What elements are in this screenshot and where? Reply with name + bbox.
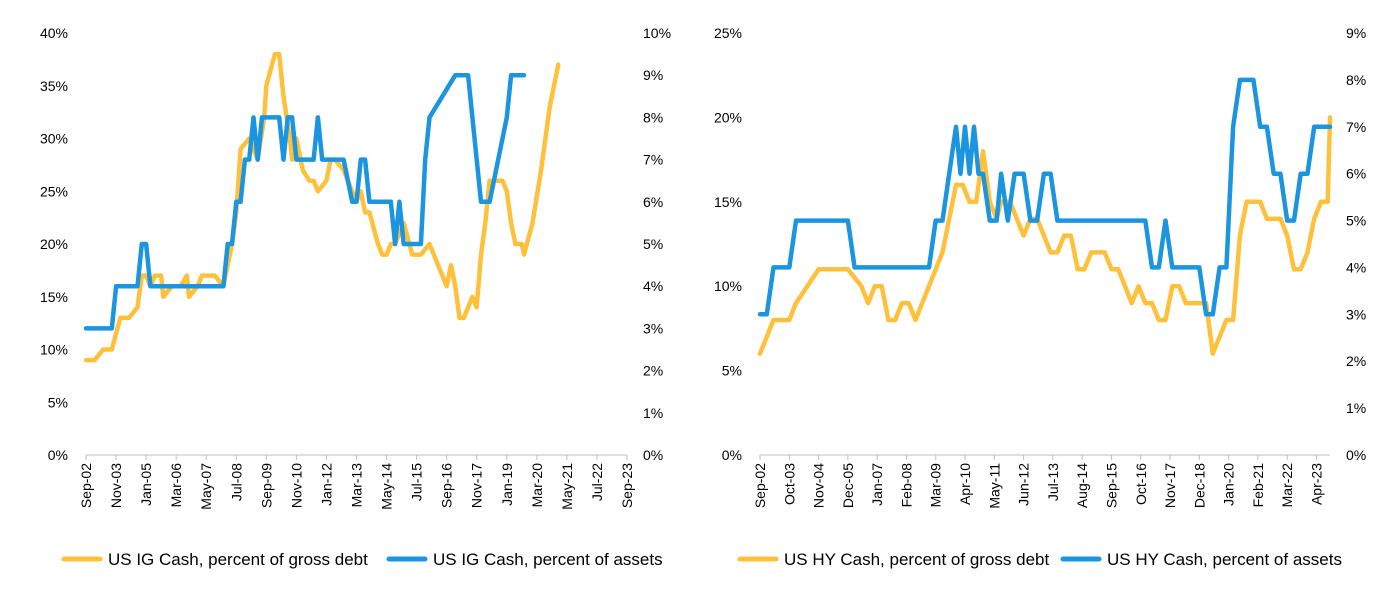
y-left-tick-label: 10% [40, 342, 68, 358]
x-tick-label: Nov-17 [469, 463, 485, 508]
y-right-tick-label: 7% [1346, 119, 1366, 135]
y-right-tick-label: 0% [643, 447, 663, 463]
x-tick-label: Feb-08 [898, 463, 914, 508]
x-tick-label: May-11 [986, 463, 1002, 509]
x-tick-label: May-21 [559, 463, 575, 510]
series-line-2 [757, 77, 1333, 317]
y-right-tick-label: 6% [643, 194, 663, 210]
y-right-tick-label: 1% [1346, 400, 1366, 416]
x-tick-label: Mar-20 [529, 463, 545, 508]
y-right-tick-label: 2% [643, 363, 663, 379]
x-tick-label: Jul-22 [589, 463, 605, 501]
y-right-tick-label: 3% [1346, 306, 1366, 322]
y-left-tick-label: 0% [48, 447, 68, 463]
chart-2: 0% 5% 10% 15% 20% 25% 0% 1% 2% 3% 4% 5% 6% 7% 8% 9% Sep-… [714, 25, 1366, 569]
x-tick-label: Mar-13 [349, 463, 365, 508]
y-right-tick-label: 9% [643, 67, 663, 83]
x-tick-label: Dec-18 [1191, 463, 1207, 508]
y-right-tick-label: 4% [643, 278, 663, 294]
x-tick-label: Jan-20 [1221, 463, 1237, 506]
x-tick-label: Mar-22 [1279, 463, 1295, 508]
y-left-tick-label: 25% [40, 183, 68, 199]
y-right-tick-label: 8% [643, 109, 663, 125]
x-tick-label: Sep-23 [619, 463, 635, 508]
x-tick-label: Nov-17 [1162, 463, 1178, 508]
y-right-tick-label: 6% [1346, 166, 1366, 182]
y-left-tick-label: 20% [40, 236, 68, 252]
y-left-tick-label: 0% [722, 447, 742, 463]
y-right-tick-label: 5% [643, 236, 663, 252]
x-tick-label: Sep-16 [439, 463, 455, 508]
x-tick-label: Jan-07 [869, 463, 885, 506]
x-tick-label: Oct-16 [1133, 463, 1149, 505]
x-tick-label: May-14 [379, 463, 395, 510]
y-left-tick-label: 40% [40, 25, 68, 41]
y-right-tick-label: 9% [1346, 25, 1366, 41]
x-tick-label: Aug-14 [1074, 463, 1090, 508]
y-left-tick-label: 25% [714, 25, 742, 41]
x-tick-label: Jun-12 [1016, 463, 1032, 506]
x-tick-label: May-07 [198, 463, 214, 510]
y-right-tick-label: 5% [1346, 213, 1366, 229]
x-tick-label: Sep-02 [78, 463, 94, 508]
x-tick-label: Jan-19 [499, 463, 515, 506]
x-tick-label: Feb-21 [1250, 463, 1266, 508]
y-left-tick-label: 35% [40, 78, 68, 94]
x-tick-label: Apr-10 [957, 463, 973, 505]
x-tick-label: Dec-05 [840, 463, 856, 508]
legend-label: US HY Cash, percent of gross debt [784, 550, 1049, 569]
y-right-tick-label: 4% [1346, 259, 1366, 275]
y-left-tick-label: 10% [714, 278, 742, 294]
x-tick-label: Nov-03 [108, 463, 124, 508]
y-right-tick-label: 1% [643, 405, 663, 421]
chart-1: 0% 5% 10% 15% 20% 25% 30% 35% 40% 0% 1% 2% 3% 4% 5% 6% 7… [40, 25, 671, 569]
y-left-tick-label: 15% [40, 289, 68, 305]
x-tick-label: Sep-02 [752, 463, 768, 508]
x-tick-label: Jan-05 [138, 463, 154, 506]
x-tick-label: Sep-09 [258, 463, 274, 508]
y-right-tick-label: 2% [1346, 353, 1366, 369]
x-tick-label: Apr-23 [1308, 463, 1324, 505]
series-line-1 [83, 51, 561, 363]
y-left-tick-label: 5% [48, 394, 68, 410]
x-tick-label: Jul-15 [409, 463, 425, 501]
x-tick-label: Mar-06 [168, 463, 184, 508]
x-tick-label: Oct-03 [781, 463, 797, 505]
legend-label: US IG Cash, percent of assets [433, 550, 663, 569]
x-tick-label: Mar-09 [928, 463, 944, 508]
x-tick-label: Nov-10 [288, 463, 304, 508]
y-right-tick-label: 10% [643, 25, 671, 41]
y-right-tick-label: 0% [1346, 447, 1366, 463]
x-tick-label: Jul-08 [228, 463, 244, 501]
legend-label: US HY Cash, percent of assets [1107, 550, 1342, 569]
y-left-tick-label: 15% [714, 194, 742, 210]
x-tick-label: Jul-13 [1045, 463, 1061, 501]
x-tick-label: Jan-12 [318, 463, 334, 506]
y-left-tick-label: 30% [40, 131, 68, 147]
y-right-tick-label: 7% [643, 152, 663, 168]
y-right-tick-label: 8% [1346, 72, 1366, 88]
y-left-tick-label: 20% [714, 109, 742, 125]
x-tick-label: Nov-04 [811, 463, 827, 508]
series-line-2 [83, 72, 527, 331]
x-tick-label: Sep-15 [1103, 463, 1119, 508]
series-line-1 [757, 115, 1333, 356]
legend-label: US IG Cash, percent of gross debt [108, 550, 368, 569]
y-right-tick-label: 3% [643, 320, 663, 336]
y-left-tick-label: 5% [722, 363, 742, 379]
